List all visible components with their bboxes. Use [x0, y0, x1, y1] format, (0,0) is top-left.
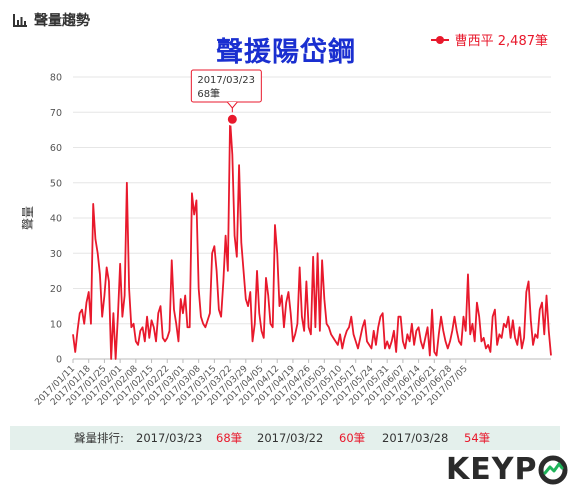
section-title: 聲量趨勢 — [34, 13, 90, 29]
rank-2-date: 2017/03/22 — [257, 431, 324, 445]
y-tick-label: 0 — [56, 355, 62, 366]
ranking-prefix: 聲量排行: — [74, 431, 124, 445]
y-tick-label: 20 — [50, 284, 62, 295]
rank-1-date: 2017/03/23 — [136, 431, 203, 445]
chart-title: 聲援陽岱鋼 — [216, 37, 356, 68]
tooltip-value: 68筆 — [197, 87, 220, 100]
highlight-point — [225, 112, 239, 126]
y-tick-label: 10 — [50, 319, 62, 330]
tooltip-arrow — [226, 101, 238, 109]
tooltip-date: 2017/03/23 — [197, 75, 255, 86]
logo-text: KEYP — [446, 452, 538, 487]
chart-legend[interactable]: 曹西平 2,487筆 — [430, 30, 548, 49]
y-tick-label: 70 — [50, 108, 62, 119]
series-line-caoxiping — [72, 118, 552, 360]
rank-3-count: 54筆 — [464, 431, 491, 445]
chart-header: 聲量趨勢 — [12, 10, 90, 30]
legend-marker-icon — [430, 35, 449, 45]
legend-label: 曹西平 2,487筆 — [454, 34, 548, 49]
rank-3-date: 2017/03/28 — [382, 431, 449, 445]
keypo-o-logo-icon — [538, 455, 568, 484]
y-tick-label: 40 — [50, 214, 62, 225]
tooltip-box — [190, 69, 262, 103]
y-tick-label: 80 — [50, 73, 62, 84]
ranking-bar: 聲量排行: 2017/03/23 68筆 2017/03/22 60筆 2017… — [10, 426, 560, 450]
rank-2-count: 60筆 — [339, 431, 366, 445]
y-tick-label: 50 — [50, 178, 62, 189]
keypo-logo: KEYP — [446, 452, 568, 487]
rank-1-count: 68筆 — [216, 431, 243, 445]
bar-chart-icon — [13, 14, 27, 27]
y-tick-label: 30 — [50, 249, 62, 260]
y-axis-label: 聲量 — [20, 206, 35, 230]
y-tick-label: 60 — [50, 143, 62, 154]
line-chart: 01020304050607080聲量2017/01/112017/01/182… — [20, 69, 552, 408]
